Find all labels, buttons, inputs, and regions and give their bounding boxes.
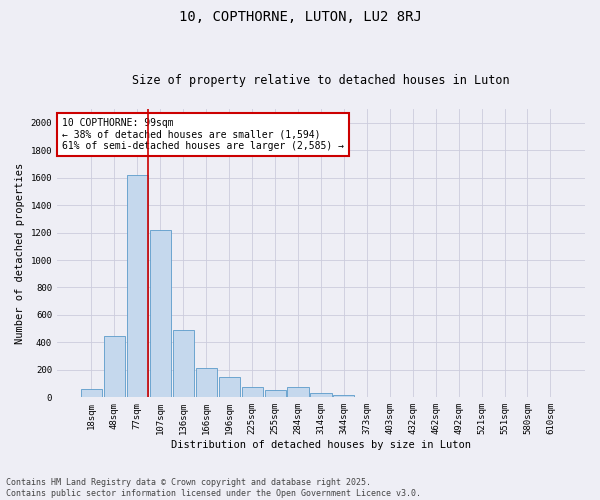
Bar: [356, 396, 377, 398]
Title: Size of property relative to detached houses in Luton: Size of property relative to detached ho…: [132, 74, 510, 87]
Bar: [334, 396, 355, 398]
Bar: [265, 390, 286, 398]
Y-axis label: Number of detached properties: Number of detached properties: [15, 162, 25, 344]
Bar: [173, 330, 194, 398]
Text: 10, COPTHORNE, LUTON, LU2 8RJ: 10, COPTHORNE, LUTON, LU2 8RJ: [179, 10, 421, 24]
Bar: [242, 387, 263, 398]
Text: Contains HM Land Registry data © Crown copyright and database right 2025.
Contai: Contains HM Land Registry data © Crown c…: [6, 478, 421, 498]
Text: 10 COPTHORNE: 99sqm
← 38% of detached houses are smaller (1,594)
61% of semi-det: 10 COPTHORNE: 99sqm ← 38% of detached ho…: [62, 118, 344, 151]
Bar: [310, 393, 332, 398]
Bar: [287, 387, 308, 398]
Bar: [218, 378, 240, 398]
X-axis label: Distribution of detached houses by size in Luton: Distribution of detached houses by size …: [171, 440, 471, 450]
Bar: [81, 389, 102, 398]
Bar: [196, 368, 217, 398]
Bar: [127, 175, 148, 398]
Bar: [104, 336, 125, 398]
Bar: [150, 230, 171, 398]
